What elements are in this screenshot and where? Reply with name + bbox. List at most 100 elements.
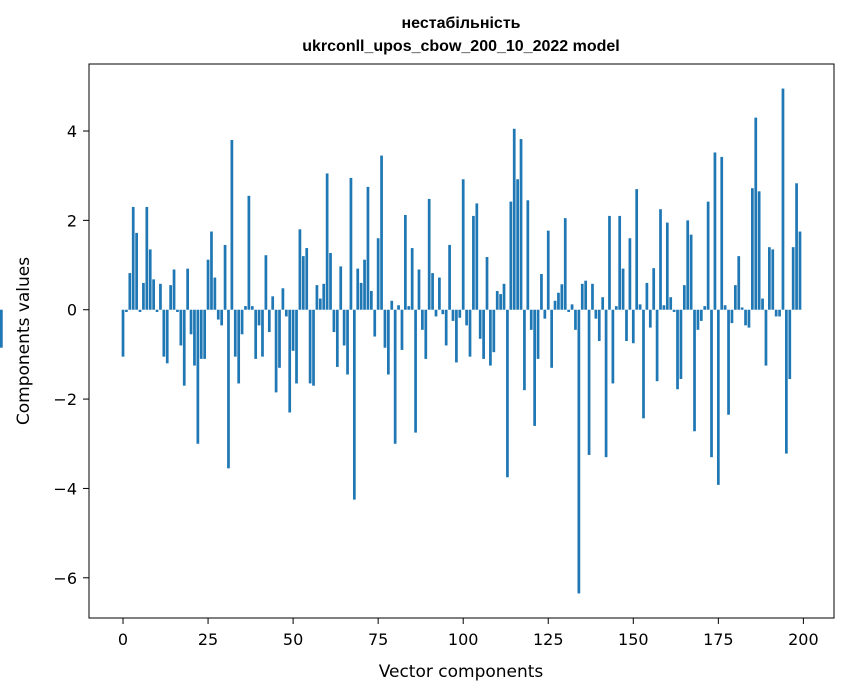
bar — [312, 309, 315, 386]
bar — [186, 268, 190, 310]
bar — [441, 309, 445, 315]
bar — [465, 309, 468, 326]
bar — [210, 231, 213, 310]
bar — [676, 309, 679, 390]
bar — [223, 244, 227, 310]
bar — [421, 309, 424, 330]
bar — [601, 297, 605, 310]
bar — [264, 255, 268, 310]
bar — [407, 306, 411, 310]
bar — [349, 177, 353, 310]
bar — [631, 309, 635, 344]
bar — [451, 309, 455, 321]
bar — [400, 309, 404, 350]
x-tick-label: 0 — [118, 630, 128, 649]
bar — [135, 232, 138, 310]
bar — [798, 231, 802, 310]
bar — [574, 309, 577, 330]
bar — [587, 309, 591, 455]
bar — [250, 306, 254, 310]
bar — [216, 309, 220, 320]
bar — [387, 309, 390, 375]
bar — [332, 309, 336, 333]
bar — [199, 309, 203, 359]
bar — [434, 309, 438, 317]
bar — [366, 186, 370, 310]
y-tick-label: −4 — [53, 479, 77, 498]
bar — [580, 283, 584, 310]
bar — [516, 179, 519, 310]
bar — [397, 305, 400, 310]
bar — [785, 309, 788, 454]
x-tick-label: 100 — [448, 630, 479, 649]
bar — [757, 191, 761, 310]
bar — [546, 230, 550, 310]
bar — [376, 238, 380, 310]
x-tick-label: 75 — [368, 630, 388, 649]
bar — [288, 309, 292, 413]
bar — [325, 173, 329, 310]
bar — [761, 298, 764, 310]
bar — [625, 309, 628, 341]
bar — [233, 309, 237, 357]
bar — [638, 304, 642, 310]
bar — [557, 292, 560, 310]
bar — [427, 198, 431, 310]
bar — [237, 309, 241, 384]
bar — [383, 309, 387, 348]
bar — [648, 309, 652, 328]
bar — [193, 309, 196, 366]
bar — [655, 309, 659, 382]
bar — [267, 309, 271, 333]
bar — [577, 309, 581, 594]
bar — [751, 188, 754, 310]
bar — [363, 259, 366, 310]
bar — [475, 203, 479, 310]
bar — [329, 252, 332, 310]
bar — [604, 309, 608, 458]
bar — [733, 285, 737, 310]
bar — [727, 309, 730, 415]
bar — [669, 297, 673, 310]
bar — [189, 309, 193, 335]
bar — [162, 309, 166, 357]
y-tick-label: 0 — [67, 301, 77, 320]
bar — [519, 139, 523, 310]
bar — [778, 309, 781, 317]
bar — [720, 156, 724, 310]
bar — [740, 307, 744, 310]
bar — [138, 309, 142, 312]
y-axis-ticks: −6 −4 −2 0 2 4 — [53, 122, 89, 588]
y-tick-label: 2 — [67, 211, 77, 230]
bar — [148, 249, 152, 310]
bar — [540, 273, 543, 310]
x-tick-label: 175 — [703, 630, 734, 649]
bar — [781, 88, 785, 310]
bar — [533, 309, 536, 426]
bar — [155, 309, 159, 312]
bar — [414, 309, 417, 433]
bar — [169, 285, 172, 310]
bar — [795, 183, 798, 310]
bar — [438, 277, 441, 310]
bar — [482, 309, 485, 359]
bar — [284, 309, 288, 317]
bar — [261, 309, 264, 357]
bar — [659, 209, 662, 310]
bar — [145, 206, 149, 310]
bar — [352, 309, 356, 500]
bar — [203, 309, 207, 359]
bar — [703, 306, 707, 310]
bar — [227, 309, 230, 469]
bar — [499, 294, 502, 310]
bar — [737, 256, 741, 310]
bar — [444, 309, 448, 346]
bar — [560, 284, 564, 310]
y-axis-label: Components values — [14, 257, 34, 425]
bar — [608, 215, 611, 310]
bar — [159, 283, 162, 310]
bar — [196, 309, 200, 444]
bar — [495, 290, 499, 310]
bar — [502, 283, 506, 310]
